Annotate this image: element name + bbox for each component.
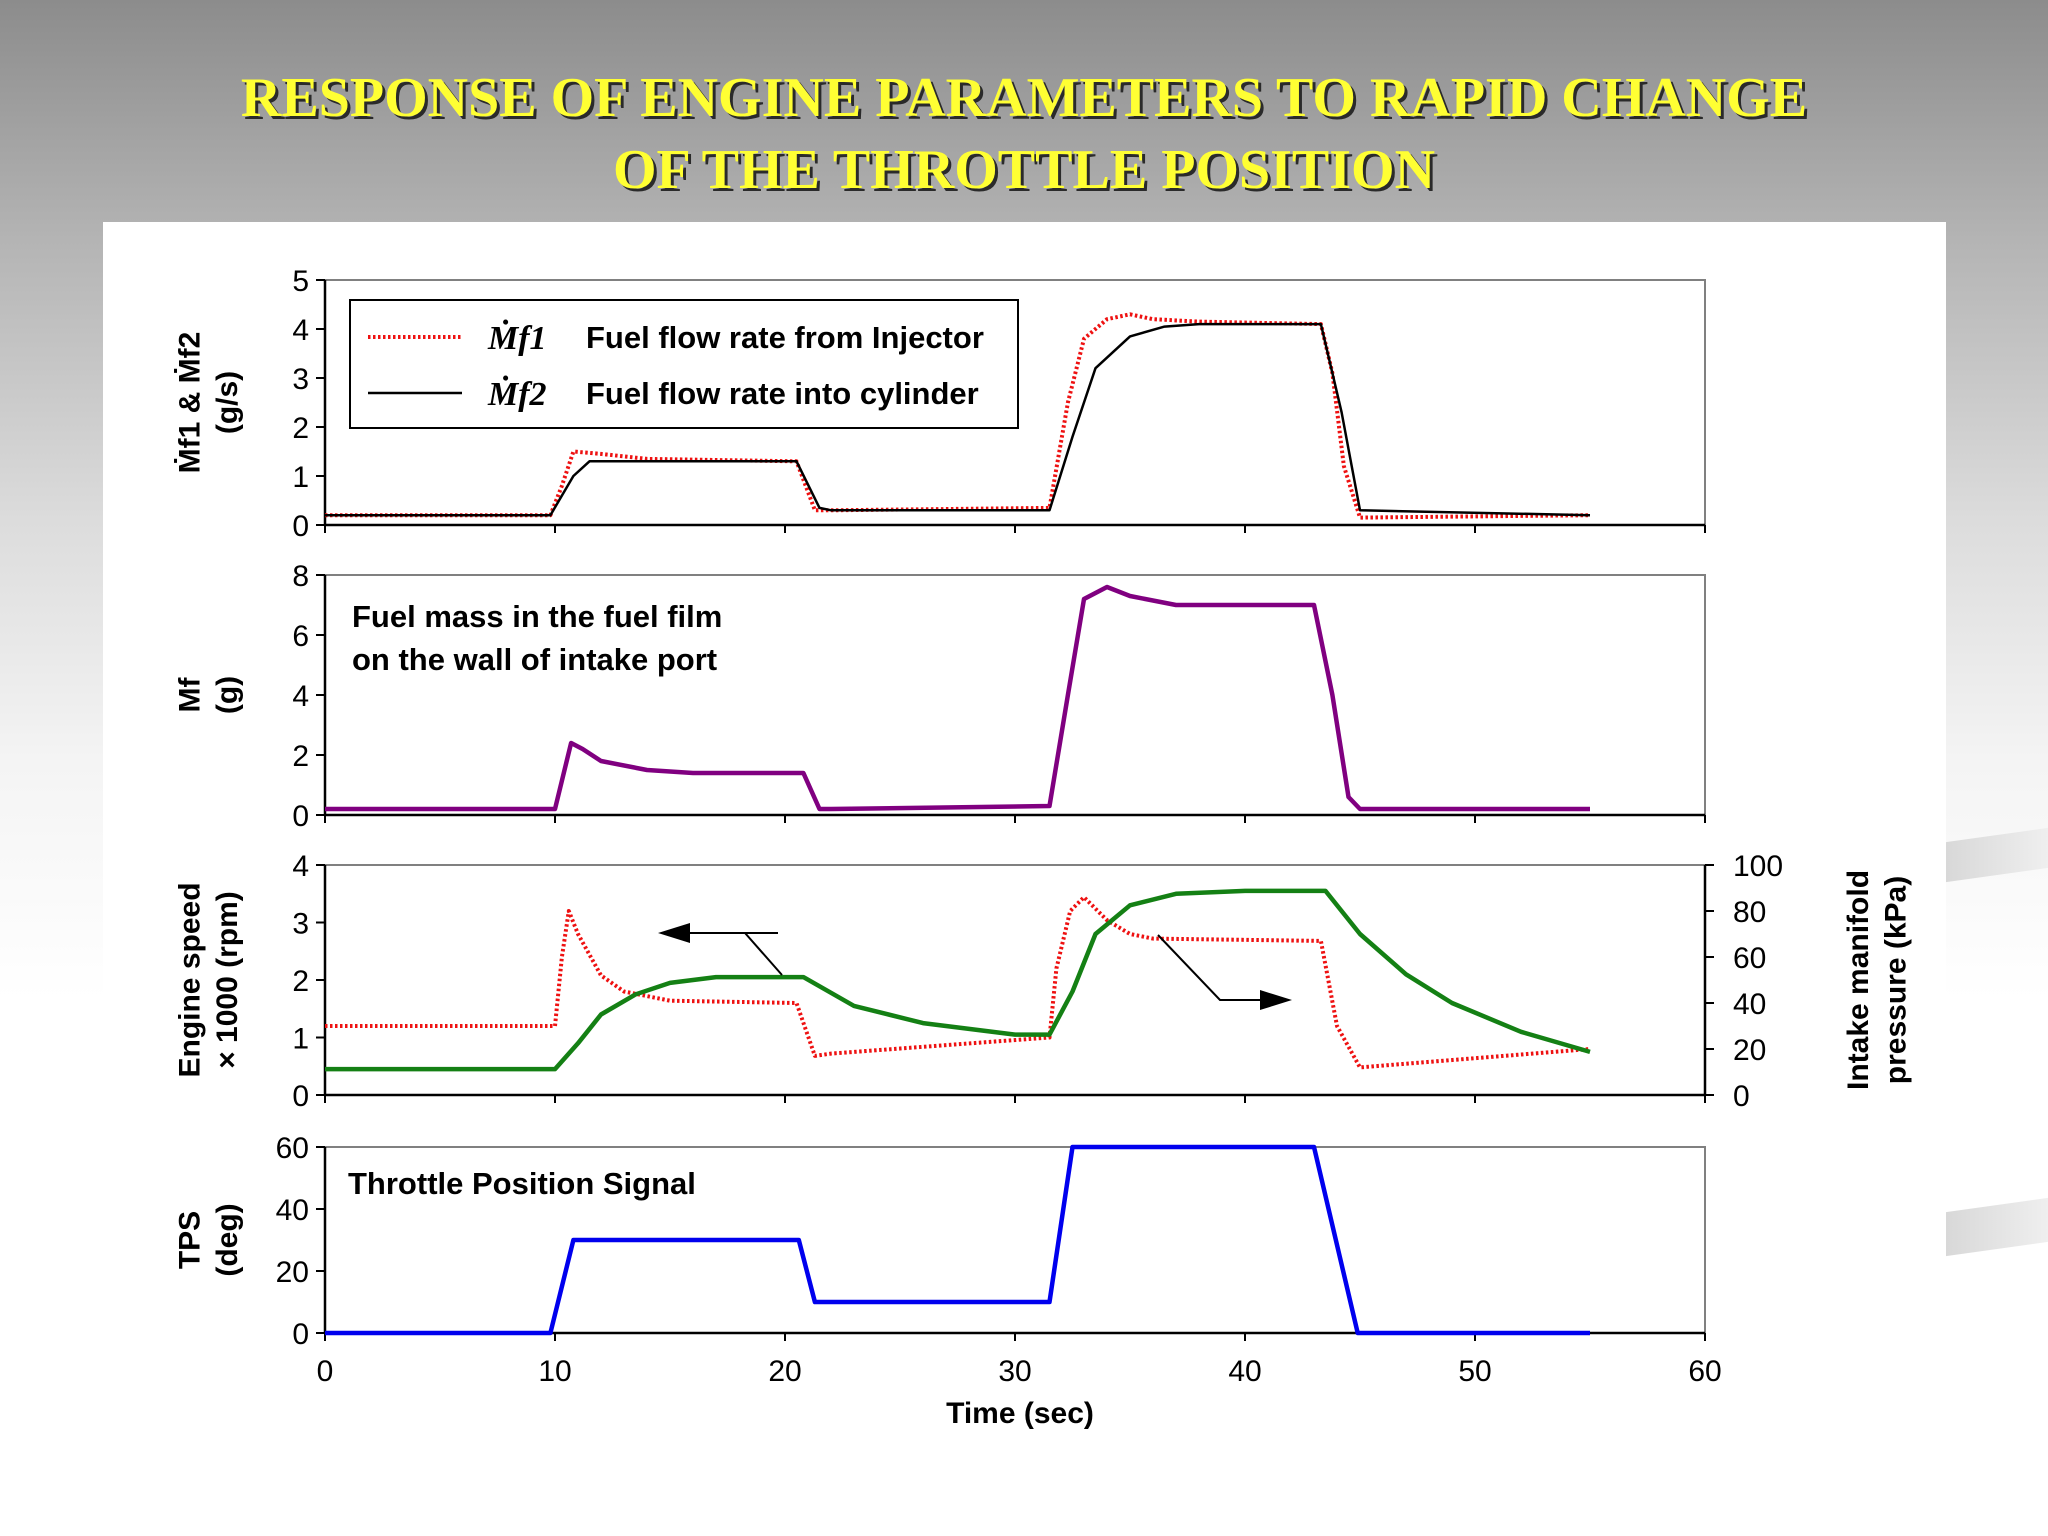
series-line-tps-0 [325,1144,1590,1336]
y-tick-label: 20 [276,1256,309,1289]
y-tick-label: 3 [292,908,309,941]
annotation-throttle: Throttle Position Signal [348,1166,696,1201]
y-right-tick-label: 80 [1733,896,1766,929]
annotation-fuel-film-2: on the wall of intake port [352,642,717,677]
series-line-fuel_flow-1 [325,322,1591,517]
legend-symbol-cylinder-text: Ṁf2 [487,375,547,413]
y-axis-title: Mf (g) [174,676,245,714]
y-tick-label: 6 [292,620,309,653]
axis-pointer-arrows [658,923,1292,1010]
y-right-tick-label: 20 [1733,1034,1766,1067]
y-tick-label: 4 [292,850,309,883]
legend-symbol-injector: Ṁf1 [487,319,547,357]
plot-frame-speed_map [324,864,1706,1096]
y-tick-label: 0 [292,800,309,833]
y-right-tick-label: 40 [1733,988,1766,1021]
y-tick-label: 2 [292,965,309,998]
x-tick-label: 0 [317,1355,334,1388]
y-right-axis-title-unit: pressure (kPa) [1880,876,1913,1084]
y-tick-label: 1 [292,1023,309,1056]
y-right-tick-label: 0 [1733,1080,1750,1113]
y-tick-label: 8 [292,560,309,593]
y-tick-label: 0 [292,1318,309,1351]
arrow-right-head [1260,990,1292,1010]
title-line-2: OF THE THROTTLE POSITION [612,139,1436,201]
x-tick-label: 50 [1458,1355,1491,1388]
x-axis-title: Time (sec) [946,1397,1094,1430]
y-axis-title-unit: × 1000 (rpm) [211,891,244,1069]
legend-symbol-cylinder: Ṁf2 [487,375,547,413]
y-right-tick-label: 60 [1733,942,1766,975]
y-axis-title: Ṁf1 & Ṁf2 (g/s) [174,332,245,474]
series-line-speed_map-1 [325,888,1591,1072]
x-tick-label: 40 [1228,1355,1261,1388]
y-tick-label: 4 [292,680,309,713]
x-tick-label: 60 [1688,1355,1721,1388]
slide-title: RESPONSE OF ENGINE PARAMETERS TO RAPID C… [0,62,2048,206]
subplot-fuel_film: 0 2 4 6 8 Mf (g) [174,560,1706,833]
y-axis-title-unit: (g/s) [211,371,244,434]
x-tick-label: 20 [768,1355,801,1388]
legend-label-cylinder: Fuel flow rate into cylinder [586,376,979,411]
legend: Ṁf1 Fuel flow rate from Injector Ṁf2 Fue… [349,299,1019,429]
y-tick-label: 2 [292,412,309,445]
y-right-axis-title: Intake manifold pressure (kPa) [1842,870,1913,1090]
arrow-left-head [658,923,690,943]
y-tick-label: 5 [292,265,309,298]
chart-panel [103,222,1946,1536]
arrow-left-leader [683,932,783,976]
y-tick-label: 40 [276,1194,309,1227]
title-line-1: RESPONSE OF ENGINE PARAMETERS TO RAPID C… [240,67,1808,129]
y-tick-label: 0 [292,510,309,543]
y-tick-label: 4 [292,314,309,347]
y-tick-label: 60 [276,1132,309,1165]
legend-box [349,299,1019,429]
y-axis-title-main: Mf [174,677,207,713]
x-tick-label: 10 [538,1355,571,1388]
legend-symbol-injector-text: Ṁf1 [487,319,547,357]
subplot-tps: 0 10 20 30 40 50 60 Time (sec) 0 20 40 60 TPS (deg) [174,1132,1722,1430]
y-tick-label: 1 [292,461,309,494]
series-line-speed_map-0 [325,895,1591,1070]
legend-label-injector: Fuel flow rate from Injector [586,320,984,355]
y-axis-title: Engine speed × 1000 (rpm) [174,882,245,1077]
y-axis-title-unit: (deg) [211,1203,244,1276]
y-axis-title-main: Ṁf1 & Ṁf2 [174,332,207,474]
y-right-axis-title-main: Intake manifold [1842,870,1875,1090]
y-tick-label: 3 [292,363,309,396]
y-axis-title: TPS (deg) [174,1203,245,1276]
y-right-tick-label: 100 [1733,850,1783,883]
y-axis-title-unit: (g) [211,676,244,714]
series-line-fuel_film-0 [325,584,1590,812]
y-tick-label: 0 [292,1080,309,1113]
subplot-fuel_flow: 0 1 2 3 4 5 Ṁf1 & Ṁf2 (g/s) [174,265,1706,543]
y-axis-title-main: TPS [174,1211,207,1269]
y-axis-title-main: Engine speed [174,882,207,1077]
y-tick-label: 2 [292,740,309,773]
annotation-fuel-film-1: Fuel mass in the fuel film [352,599,722,634]
x-tick-label: 30 [998,1355,1031,1388]
arrow-right-leader [1157,934,1265,1001]
